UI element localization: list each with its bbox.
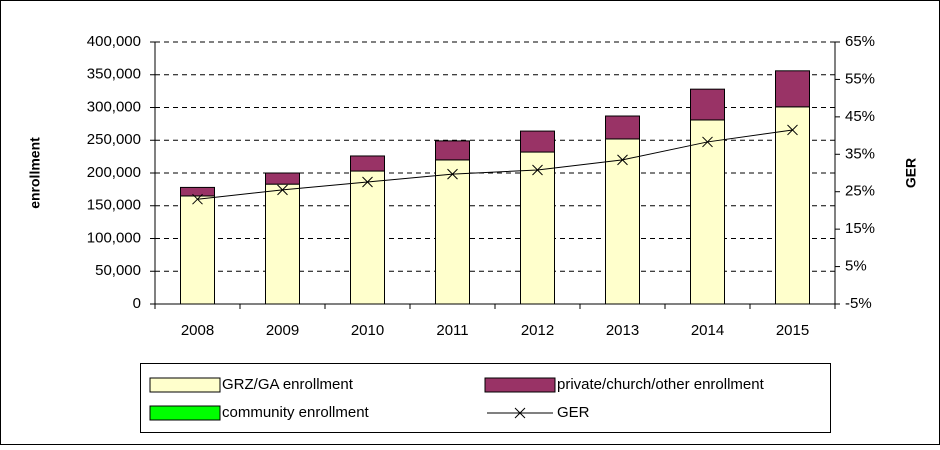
x-tick-label: 2013 — [606, 322, 639, 339]
y2-tick-label: 25% — [845, 183, 875, 200]
y-tick-label: 250,000 — [87, 131, 141, 148]
y-tick-label: 200,000 — [87, 164, 141, 181]
x-tick-label: 2014 — [691, 322, 724, 339]
y2-tick-label: 15% — [845, 220, 875, 237]
legend-label: community enrollment — [222, 404, 370, 421]
bar — [775, 70, 810, 108]
bar — [350, 170, 385, 305]
y-tick-label: 50,000 — [95, 262, 141, 279]
marker — [192, 193, 203, 205]
x-tick-label: 2015 — [776, 322, 809, 339]
bar — [520, 130, 555, 153]
bar — [180, 195, 215, 305]
bar — [605, 138, 640, 305]
legend-swatch — [149, 405, 221, 421]
legend-marker — [514, 407, 526, 419]
bar — [435, 140, 470, 161]
bar — [520, 151, 555, 305]
bar — [775, 106, 810, 305]
y2-tick-label: 45% — [845, 108, 875, 125]
legend-swatch — [149, 377, 221, 393]
legend-label: GRZ/GA enrollment — [222, 376, 354, 393]
x-tick-label: 2010 — [351, 322, 384, 339]
bar — [435, 159, 470, 305]
bar — [690, 88, 725, 121]
marker — [787, 124, 798, 136]
legend-swatch — [484, 377, 556, 393]
bar — [265, 183, 300, 305]
x-tick-label: 2011 — [436, 322, 468, 339]
y-tick-label: 100,000 — [87, 229, 141, 246]
bar — [265, 172, 300, 185]
legend-box — [140, 363, 831, 433]
marker — [447, 168, 458, 180]
y2-tick-label: 5% — [845, 258, 867, 275]
bar — [690, 119, 725, 305]
x-tick-label: 2009 — [266, 322, 299, 339]
bar — [605, 115, 640, 140]
marker — [702, 136, 713, 148]
marker — [617, 154, 628, 166]
y-tick-label: 350,000 — [87, 66, 141, 83]
bar — [180, 186, 215, 197]
bar — [350, 155, 385, 172]
y-axis-label: enrollment — [27, 137, 43, 209]
line — [197, 129, 793, 200]
marker — [532, 164, 543, 176]
marker — [362, 176, 373, 188]
marker — [277, 184, 288, 196]
y-tick-label: 300,000 — [87, 98, 141, 115]
y2-tick-label: 55% — [845, 70, 875, 87]
y2-tick-label: 35% — [845, 145, 875, 162]
x-tick-label: 2008 — [181, 322, 214, 339]
y2-tick-label: -5% — [845, 295, 872, 312]
y-tick-label: 150,000 — [87, 197, 141, 214]
legend-label: private/church/other enrollment — [557, 376, 765, 393]
x-tick-label: 2012 — [521, 322, 554, 339]
y-tick-label: 0 — [133, 295, 141, 312]
y-tick-label: 400,000 — [87, 33, 141, 50]
y2-tick-label: 65% — [845, 33, 875, 50]
legend-label: GER — [557, 404, 590, 421]
y2-axis-label: GER — [903, 158, 919, 188]
